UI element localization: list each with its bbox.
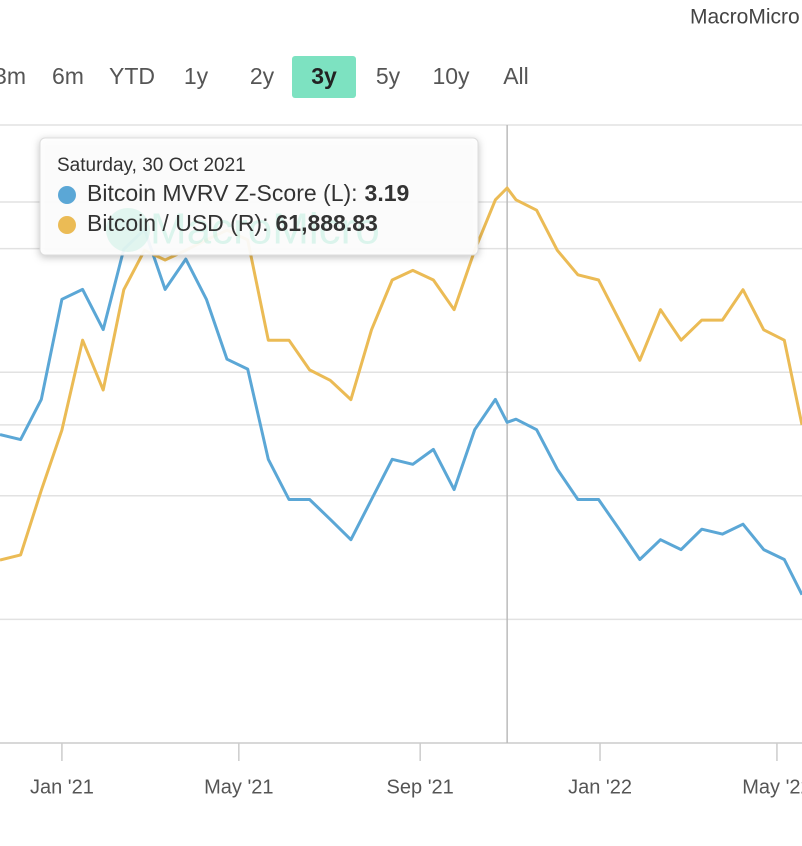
legend-dot [58, 216, 76, 234]
range-button-label: 3m [0, 63, 26, 89]
range-button[interactable]: 3y [292, 56, 356, 98]
range-button[interactable]: 5y [376, 63, 401, 89]
range-button-label: All [503, 63, 529, 89]
range-button-label: YTD [109, 63, 155, 89]
range-button[interactable]: 1y [184, 63, 209, 89]
range-button[interactable]: 3m [0, 63, 26, 89]
range-button-label: 3y [311, 63, 337, 89]
watermark-logo [106, 208, 150, 252]
separator: : [262, 210, 268, 236]
x-tick-label: May '22 [742, 776, 802, 798]
range-button-label: 10y [432, 63, 470, 89]
legend-label: Bitcoin MVRV Z-Score (L) [87, 180, 351, 206]
range-button[interactable]: 2y [250, 63, 275, 89]
tooltip-title: Saturday, 30 Oct 2021 [57, 155, 246, 176]
legend-dot [58, 186, 76, 204]
range-button-label: 2y [250, 63, 275, 89]
watermark: MacroMicro [150, 205, 380, 254]
x-tick-label: Sep '21 [387, 776, 454, 798]
tooltip-value: 61,888.83 [275, 210, 377, 236]
tooltip-value: 3.19 [365, 180, 410, 206]
tooltip-box [39, 137, 479, 256]
series-line [0, 186, 802, 562]
series-line [0, 227, 802, 596]
x-tick-label: Jan '22 [568, 776, 632, 798]
brand: MacroMicro [690, 6, 800, 29]
range-button[interactable]: 10y [432, 63, 470, 89]
range-button[interactable]: 6m [52, 63, 84, 89]
range-button[interactable]: YTD [109, 63, 155, 89]
x-tick-label: Jan '21 [30, 776, 94, 798]
tooltip: MacroMicro Saturday, 30 Oct 2021 Bitcoin M… [39, 137, 479, 256]
range-button-label: 5y [376, 63, 401, 89]
tooltip-row: Bitcoin / USD (R): 61,888.83 [87, 210, 378, 236]
separator: : [351, 180, 357, 206]
legend-label: Bitcoin / USD (R) [87, 210, 262, 236]
x-tick-label: May '21 [204, 776, 273, 798]
range-button-bg [292, 56, 356, 98]
range-button-label: 6m [52, 63, 84, 89]
tooltip-row: Bitcoin MVRV Z-Score (L): 3.19 [87, 180, 409, 206]
range-button[interactable]: All [503, 63, 529, 89]
range-button-label: 1y [184, 63, 209, 89]
